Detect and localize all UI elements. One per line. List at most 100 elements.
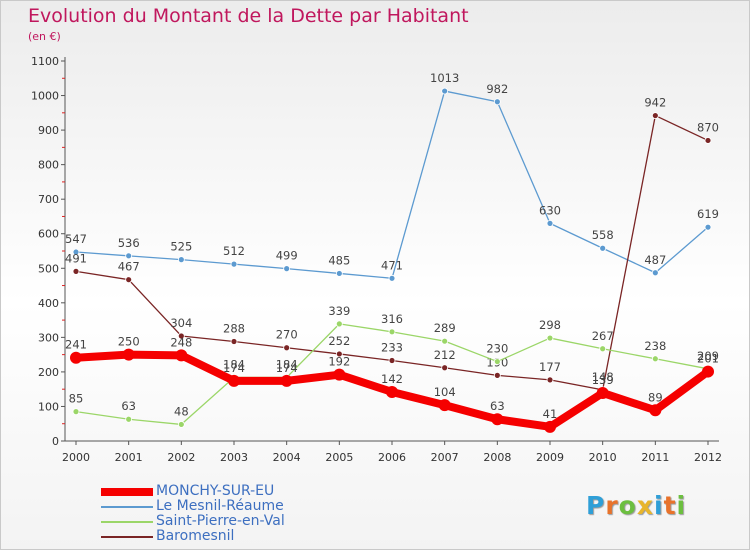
data-point (280, 374, 293, 387)
legend-swatch (101, 521, 153, 523)
x-tick-label: 2002 (167, 451, 195, 464)
chart-subtitle: (en €) (28, 30, 61, 43)
y-tick-label: 100 (38, 400, 59, 413)
data-point (228, 374, 240, 387)
data-label: 184 (276, 357, 298, 371)
data-label: 248 (170, 335, 192, 349)
data-point (544, 420, 556, 433)
data-point (72, 267, 80, 275)
data-point (491, 413, 504, 426)
data-point (335, 270, 343, 277)
data-point (651, 355, 659, 363)
data-label: 1013 (430, 71, 459, 85)
legend-label: Saint-Pierre-en-Val (156, 513, 285, 529)
y-tick-label: 1100 (31, 55, 59, 68)
data-point (333, 368, 346, 381)
data-point (596, 386, 609, 399)
data-label: 48 (174, 404, 189, 418)
y-tick-label: 1000 (31, 90, 59, 103)
data-label: 250 (118, 335, 140, 349)
logo-letter: P (586, 491, 606, 520)
logo-letter: x (636, 491, 654, 520)
x-tick-label: 2007 (431, 451, 459, 464)
proxiti-logo: Proxiti (586, 491, 686, 520)
data-label: 104 (434, 385, 456, 399)
data-point (441, 87, 449, 95)
data-label: 558 (592, 228, 614, 242)
data-label: 85 (69, 392, 84, 406)
data-label: 252 (328, 334, 350, 348)
data-label: 491 (65, 251, 87, 265)
data-label: 270 (276, 328, 298, 342)
data-point (230, 338, 238, 345)
x-tick-label: 2009 (536, 451, 564, 464)
data-label: 89 (648, 390, 663, 404)
y-tick-label: 800 (38, 159, 59, 172)
data-point (441, 364, 449, 372)
data-label: 184 (223, 357, 245, 371)
data-label: 870 (697, 120, 719, 134)
data-label: 289 (434, 321, 456, 335)
data-label: 485 (328, 253, 350, 267)
x-tick-label: 2001 (115, 451, 143, 464)
logo-letter: i (654, 491, 664, 520)
legend-swatch (101, 488, 153, 496)
y-tick-label: 900 (38, 124, 59, 137)
data-point (230, 260, 238, 268)
legend-swatch (101, 536, 153, 538)
x-tick-label: 2000 (62, 451, 90, 464)
data-label: 63 (121, 399, 136, 413)
data-label: 142 (381, 372, 403, 386)
logo-letter: o (618, 491, 637, 520)
data-label: 201 (697, 352, 719, 366)
data-point (335, 320, 343, 328)
data-point (649, 404, 662, 417)
data-label: 630 (539, 203, 561, 217)
data-label: 471 (381, 258, 403, 272)
data-label: 212 (434, 348, 456, 362)
data-label: 536 (118, 236, 140, 250)
data-point (546, 219, 554, 227)
data-point (388, 274, 396, 282)
data-point (441, 337, 449, 345)
data-label: 298 (539, 318, 561, 332)
data-point (70, 351, 82, 364)
legend-swatch (101, 506, 153, 508)
data-point (438, 399, 451, 412)
data-point (651, 269, 659, 277)
data-point (125, 252, 133, 260)
data-label: 174 (223, 361, 245, 375)
data-label: 238 (644, 339, 666, 353)
y-tick-label: 300 (38, 331, 59, 344)
data-point (177, 256, 185, 264)
data-point (177, 421, 185, 428)
data-label: 63 (490, 399, 505, 413)
data-label: 174 (276, 361, 298, 375)
data-point (177, 332, 185, 340)
data-point (546, 334, 554, 342)
data-label: 547 (65, 232, 87, 246)
data-label: 316 (381, 312, 403, 326)
data-label: 139 (592, 373, 614, 387)
legend-label: Le Mesnil-Réaume (156, 498, 284, 514)
y-tick-label: 400 (38, 297, 59, 310)
data-label: 209 (697, 349, 719, 363)
data-point (72, 248, 80, 256)
data-point (125, 415, 133, 423)
data-label: 512 (223, 244, 245, 258)
logo-letter: i (676, 491, 687, 520)
data-point (388, 328, 396, 336)
data-label: 339 (328, 304, 350, 318)
x-tick-label: 2010 (589, 451, 617, 464)
data-point (704, 223, 712, 231)
legend-label: Baromesnil (156, 528, 235, 544)
data-point (175, 349, 188, 362)
data-label: 192 (328, 355, 350, 369)
y-tick-label: 200 (38, 366, 59, 379)
logo-letter: t (663, 491, 677, 520)
data-label: 267 (592, 329, 614, 343)
data-label: 619 (697, 207, 719, 221)
data-point (283, 344, 291, 352)
data-point (599, 345, 607, 353)
